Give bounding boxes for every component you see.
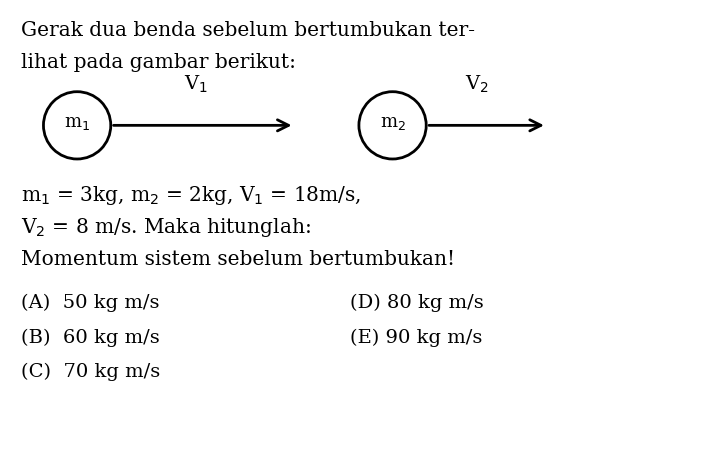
Text: (E) 90 kg m/s: (E) 90 kg m/s xyxy=(350,328,483,347)
Text: (D) 80 kg m/s: (D) 80 kg m/s xyxy=(350,294,484,313)
Text: Momentum sistem sebelum bertumbukan!: Momentum sistem sebelum bertumbukan! xyxy=(21,250,455,269)
Text: (C)  70 kg m/s: (C) 70 kg m/s xyxy=(21,362,161,381)
Text: m$_1$ = 3kg, m$_2$ = 2kg, V$_1$ = 18m/s,: m$_1$ = 3kg, m$_2$ = 2kg, V$_1$ = 18m/s, xyxy=(21,184,361,208)
Text: (A)  50 kg m/s: (A) 50 kg m/s xyxy=(21,294,160,313)
Text: (B)  60 kg m/s: (B) 60 kg m/s xyxy=(21,328,160,347)
Text: m$_1$: m$_1$ xyxy=(64,114,90,132)
Text: m$_2$: m$_2$ xyxy=(379,114,406,132)
Text: lihat pada gambar berikut:: lihat pada gambar berikut: xyxy=(21,53,296,72)
Text: Gerak dua benda sebelum bertumbukan ter-: Gerak dua benda sebelum bertumbukan ter- xyxy=(21,21,475,40)
Text: V$_2$: V$_2$ xyxy=(465,73,489,95)
Text: V$_2$ = 8 m/s. Maka hitunglah:: V$_2$ = 8 m/s. Maka hitunglah: xyxy=(21,216,311,239)
Text: V$_1$: V$_1$ xyxy=(184,73,208,95)
